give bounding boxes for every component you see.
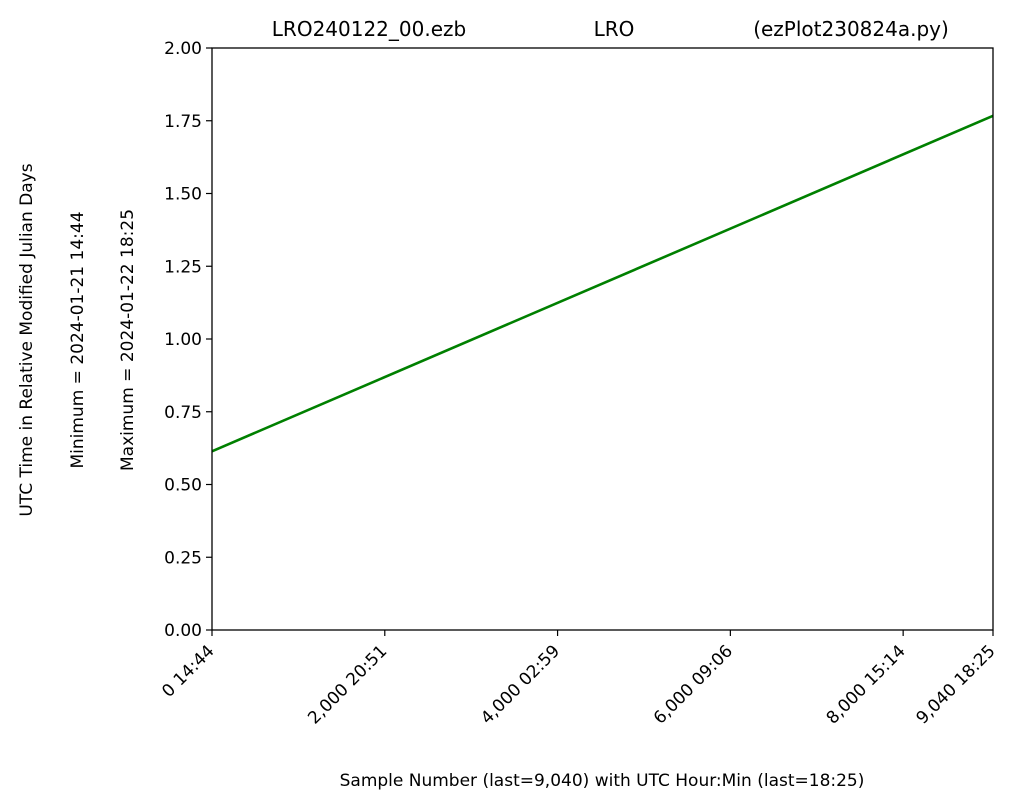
y-tick-label: 0.50 bbox=[164, 476, 202, 496]
title-filename: LRO240122_00.ezb bbox=[272, 17, 466, 41]
plot-frame bbox=[211, 47, 994, 631]
y-axis-maximum-label: Maximum = 2024-01-22 18:25 bbox=[118, 209, 138, 471]
series-layer bbox=[211, 114, 994, 453]
y-tick-label: 0.00 bbox=[164, 621, 202, 641]
y-axis-label: UTC Time in Relative Modified Julian Day… bbox=[17, 163, 37, 516]
y-axis-ticks: 0.00 0.25 0.50 0.75 1.00 1.25 1.50 1.75 2.00 bbox=[164, 39, 212, 641]
y-axis-label-group: UTC Time in Relative Modified Julian Day… bbox=[17, 163, 138, 516]
x-tick-label: 0 14:44 bbox=[158, 641, 218, 701]
chart-title: LRO240122_00.ezb LRO (ezPlot230824a.py) bbox=[272, 17, 949, 41]
x-tick-label: 8,000 15:14 bbox=[823, 641, 910, 728]
y-tick-label: 0.75 bbox=[164, 403, 202, 423]
x-tick-label: 9,040 18:25 bbox=[913, 641, 1000, 728]
x-tick-label: 2,000 20:51 bbox=[304, 641, 391, 728]
x-tick-label: 6,000 09:06 bbox=[650, 641, 737, 728]
x-axis-ticks: 0 14:44 2,000 20:51 4,000 02:59 6,000 09:06… bbox=[158, 630, 1000, 728]
x-tick-label: 4,000 02:59 bbox=[477, 641, 564, 728]
y-tick-label: 1.00 bbox=[164, 330, 202, 350]
y-tick-label: 1.75 bbox=[164, 112, 202, 132]
y-tick-label: 2.00 bbox=[164, 39, 202, 59]
y-tick-label: 0.25 bbox=[164, 548, 202, 568]
y-tick-label: 1.50 bbox=[164, 185, 202, 205]
title-script: (ezPlot230824a.py) bbox=[753, 17, 949, 41]
x-axis-label: Sample Number (last=9,040) with UTC Hour… bbox=[340, 771, 865, 791]
y-tick-label: 1.25 bbox=[164, 257, 202, 277]
series-line bbox=[211, 114, 994, 453]
title-source: LRO bbox=[594, 17, 635, 41]
y-axis-minimum-label: Minimum = 2024-01-21 14:44 bbox=[68, 211, 88, 468]
